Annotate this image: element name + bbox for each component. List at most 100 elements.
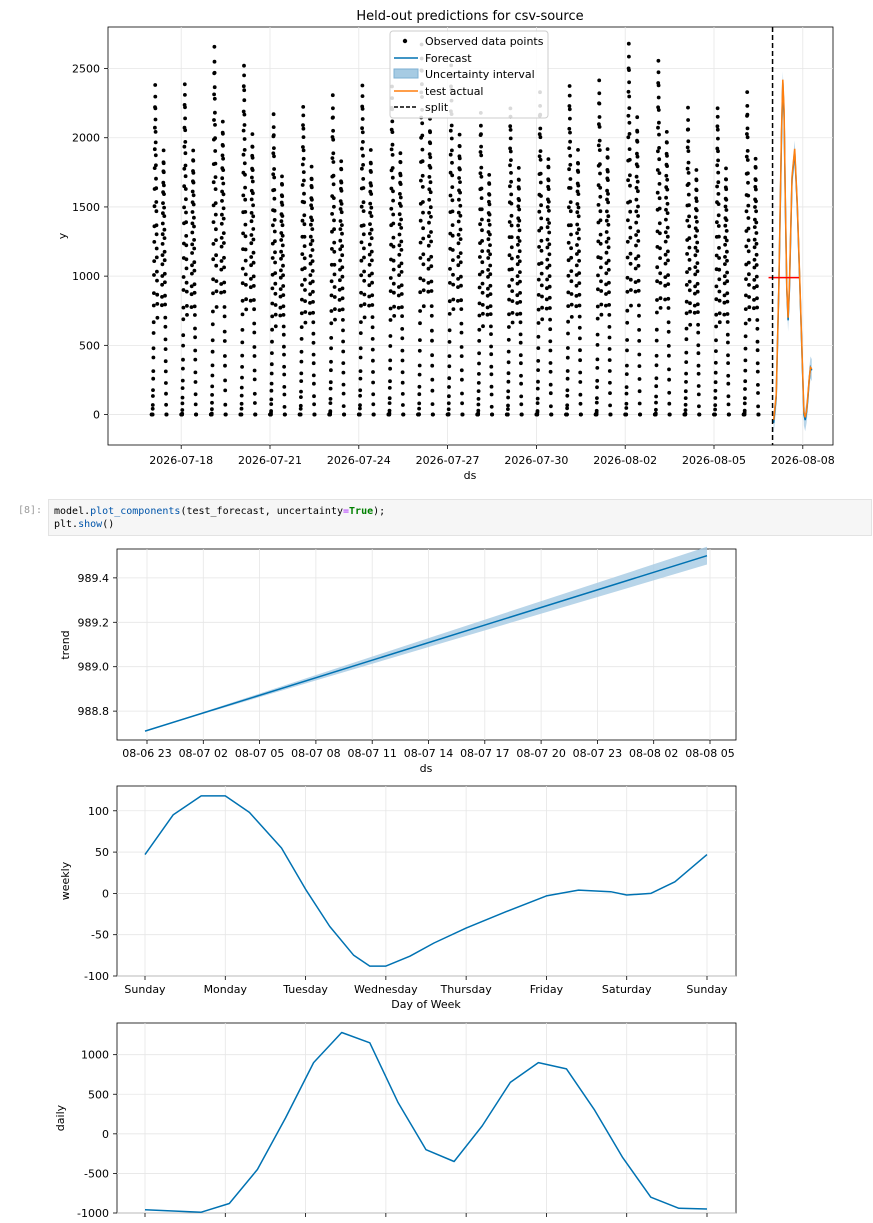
observed-point (518, 311, 523, 316)
observed-point (569, 255, 574, 260)
code-cell[interactable]: [8]: model.plot_components(test_forecast… (0, 499, 873, 539)
observed-point (727, 412, 731, 417)
observed-point (329, 346, 333, 351)
observed-point (755, 296, 759, 301)
observed-point (242, 148, 247, 152)
observed-point (488, 252, 492, 257)
observed-point (595, 396, 599, 400)
observed-point (221, 216, 226, 221)
observed-point (515, 255, 520, 259)
code-editor[interactable]: model.plot_components(test_forecast, unc… (48, 499, 872, 536)
observed-point (576, 192, 581, 197)
observed-point (338, 247, 343, 252)
observed-point (162, 227, 167, 232)
observed-point (330, 93, 335, 98)
observed-point (369, 227, 374, 232)
observed-point (183, 105, 187, 110)
observed-point (194, 412, 199, 417)
observed-point (160, 242, 165, 246)
observed-point (308, 301, 312, 305)
observed-point (242, 88, 247, 93)
observed-point (241, 231, 246, 236)
observed-point (666, 273, 670, 277)
observed-point (220, 176, 225, 181)
weekly-y-label: weekly (59, 861, 72, 900)
observed-point (489, 324, 493, 329)
observed-point (270, 339, 274, 344)
observed-point (302, 213, 307, 218)
x-tick-label: Monday (204, 983, 248, 996)
observed-point (333, 307, 337, 311)
observed-point (606, 178, 610, 183)
y-axis-label: y (56, 232, 69, 239)
observed-point (713, 360, 718, 365)
observed-point (458, 180, 462, 185)
observed-point (596, 143, 601, 148)
observed-point (164, 402, 169, 407)
observed-point (282, 385, 287, 389)
observed-point (754, 187, 758, 192)
observed-point (540, 317, 545, 322)
observed-point (450, 198, 455, 203)
observed-point (243, 185, 248, 190)
observed-point (221, 206, 226, 211)
observed-point (427, 197, 432, 202)
observed-point (193, 335, 198, 340)
observed-point (450, 160, 454, 165)
y-tick-label: 989.2 (78, 616, 110, 629)
observed-point (362, 302, 367, 307)
observed-point (456, 285, 460, 289)
observed-point (696, 343, 701, 348)
observed-point (715, 163, 720, 168)
observed-point (687, 267, 692, 271)
observed-point (456, 210, 461, 215)
observed-point (154, 163, 158, 168)
observed-point (538, 149, 543, 154)
observed-point (597, 91, 602, 96)
observed-point (193, 370, 198, 375)
observed-point (181, 333, 186, 338)
observed-point (517, 207, 522, 212)
observed-point (151, 346, 156, 351)
observed-point (606, 214, 611, 219)
observed-point (595, 378, 600, 383)
observed-point (244, 307, 249, 312)
observed-point (595, 332, 600, 337)
observed-point (745, 132, 749, 136)
observed-point (362, 246, 366, 251)
observed-point (723, 204, 728, 209)
observed-point (399, 226, 404, 230)
observed-point (340, 307, 345, 312)
observed-point (715, 220, 719, 225)
observed-point (301, 135, 306, 140)
observed-point (311, 320, 316, 325)
observed-point (518, 279, 522, 284)
observed-point (430, 388, 435, 393)
observed-point (280, 174, 284, 179)
observed-point (302, 178, 306, 183)
observed-point (657, 221, 662, 226)
observed-point (756, 404, 760, 409)
observed-point (212, 92, 217, 97)
observed-point (399, 261, 404, 266)
observed-point (715, 114, 720, 119)
observed-point (358, 403, 362, 408)
observed-point (509, 235, 514, 240)
observed-point (724, 177, 728, 182)
observed-point (625, 308, 630, 313)
observed-point (189, 305, 194, 309)
observed-point (298, 412, 303, 417)
observed-point (695, 228, 699, 233)
observed-point (746, 216, 751, 220)
observed-point (151, 320, 156, 325)
observed-point (567, 104, 572, 108)
observed-point (742, 401, 747, 406)
observed-point (446, 407, 451, 412)
observed-point (546, 199, 551, 204)
observed-point (154, 232, 159, 237)
observed-point (666, 296, 671, 301)
observed-point (489, 352, 494, 357)
observed-point (244, 283, 248, 287)
observed-point (239, 385, 244, 390)
observed-point (596, 239, 601, 244)
